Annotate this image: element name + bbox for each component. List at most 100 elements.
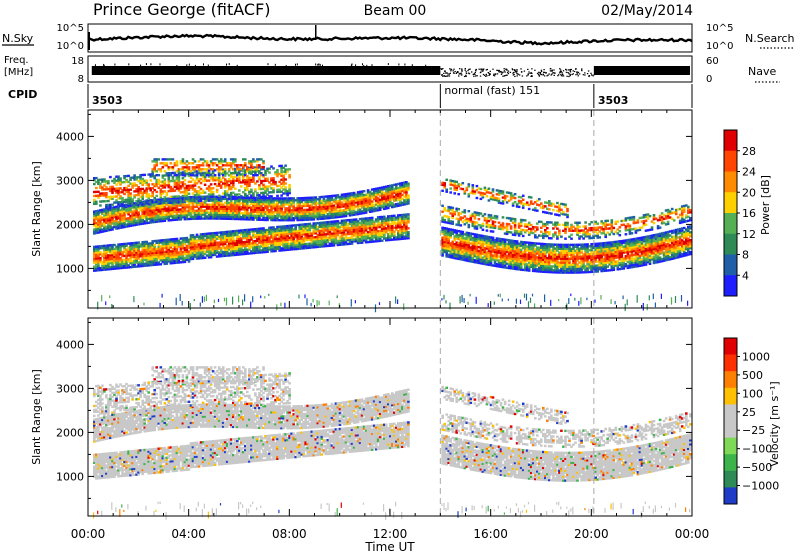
power-cell	[147, 207, 151, 211]
power-cell	[137, 211, 140, 214]
freq-dot	[539, 72, 541, 74]
power-cell	[157, 261, 161, 264]
power-cell	[153, 261, 157, 265]
power-cell	[131, 186, 134, 189]
power-cell	[155, 251, 159, 254]
freq-dot	[176, 64, 178, 67]
power-cell	[155, 263, 159, 266]
power-cell	[117, 215, 120, 218]
power-cell	[153, 251, 157, 255]
power-cell	[157, 180, 161, 184]
power-cell	[161, 253, 165, 256]
power-cell	[175, 160, 179, 163]
power-cell	[143, 189, 147, 192]
plot-title: Prince George (fitACF)	[93, 0, 271, 19]
freq-dot	[461, 70, 463, 72]
freq-dot	[516, 72, 518, 74]
freq-dot	[584, 72, 586, 74]
freq-dot	[486, 75, 488, 77]
power-cell	[131, 224, 134, 227]
power-cell	[137, 217, 140, 220]
freq-dot	[534, 69, 536, 71]
power-cell	[143, 258, 147, 262]
freq-dot	[498, 71, 500, 73]
cpid-segment-label: 3503	[92, 94, 123, 107]
power-cell	[393, 230, 396, 233]
power-cell	[101, 200, 104, 203]
power-cell	[147, 185, 151, 188]
power-cell	[149, 213, 153, 216]
power-cell	[123, 242, 126, 246]
power-cell	[113, 243, 116, 247]
power-cell	[165, 162, 169, 165]
power-cell	[105, 215, 108, 219]
power-cell	[252, 192, 255, 195]
power-cell	[129, 224, 132, 227]
power-cell	[125, 204, 128, 207]
power-cell	[103, 180, 106, 183]
power-cell	[149, 199, 153, 202]
power-cell	[395, 296, 397, 304]
power-cell	[133, 219, 136, 223]
power-cell	[147, 215, 151, 219]
power-cell	[139, 263, 142, 266]
power-cell	[266, 177, 269, 180]
sky-left-tick-top: 10^5	[57, 23, 84, 34]
power-cell	[153, 160, 157, 163]
power-cell	[157, 200, 161, 203]
freq-dot	[493, 73, 495, 75]
power-cell	[123, 225, 126, 229]
power-cell	[121, 196, 124, 200]
freq-dot	[457, 71, 459, 73]
power-cell	[272, 167, 275, 170]
power-cell	[133, 178, 136, 181]
power-cell	[95, 261, 98, 264]
power-cell	[97, 261, 100, 264]
power-cell	[119, 265, 122, 268]
freq-dot	[527, 74, 529, 76]
power-cell	[129, 242, 132, 245]
power-cell	[131, 261, 134, 265]
power-cell	[127, 250, 130, 253]
power-cell	[298, 294, 300, 299]
power-cell	[155, 206, 159, 209]
power-cell	[125, 178, 128, 182]
power-cell	[137, 251, 140, 254]
power-cell	[157, 212, 161, 215]
power-cell	[143, 201, 147, 204]
power-cell	[272, 187, 275, 190]
power-cell	[147, 260, 151, 263]
power-cell	[149, 248, 153, 251]
power-cell	[105, 258, 108, 261]
power-cell	[111, 249, 114, 253]
power-cell	[159, 251, 163, 254]
power-cell	[141, 252, 145, 256]
power-cell	[95, 200, 98, 203]
power-cell	[121, 191, 124, 194]
power-cell	[145, 240, 149, 244]
power-cell	[276, 304, 278, 311]
power-cell	[125, 198, 128, 201]
power-cell	[121, 243, 124, 246]
power-cell	[95, 257, 98, 260]
power-cell	[123, 221, 126, 225]
power-cell	[153, 216, 157, 220]
freq-dot	[516, 73, 519, 75]
power-cell	[95, 176, 98, 180]
power-cell	[127, 248, 130, 251]
freq-dot	[531, 75, 533, 77]
power-cell	[219, 178, 223, 181]
power-cell	[103, 192, 106, 195]
power-cell	[97, 251, 100, 254]
freq-dot	[530, 75, 532, 77]
power-cell	[145, 199, 149, 202]
power-cell	[93, 218, 96, 221]
freq-dot	[554, 72, 556, 74]
power-cell	[129, 218, 132, 222]
freq-dot	[507, 73, 510, 75]
freq-dot	[485, 75, 487, 77]
beam-label: Beam 00	[364, 3, 427, 19]
power-cell	[147, 248, 151, 251]
power-cell	[161, 202, 165, 205]
freq-dot	[538, 75, 541, 77]
